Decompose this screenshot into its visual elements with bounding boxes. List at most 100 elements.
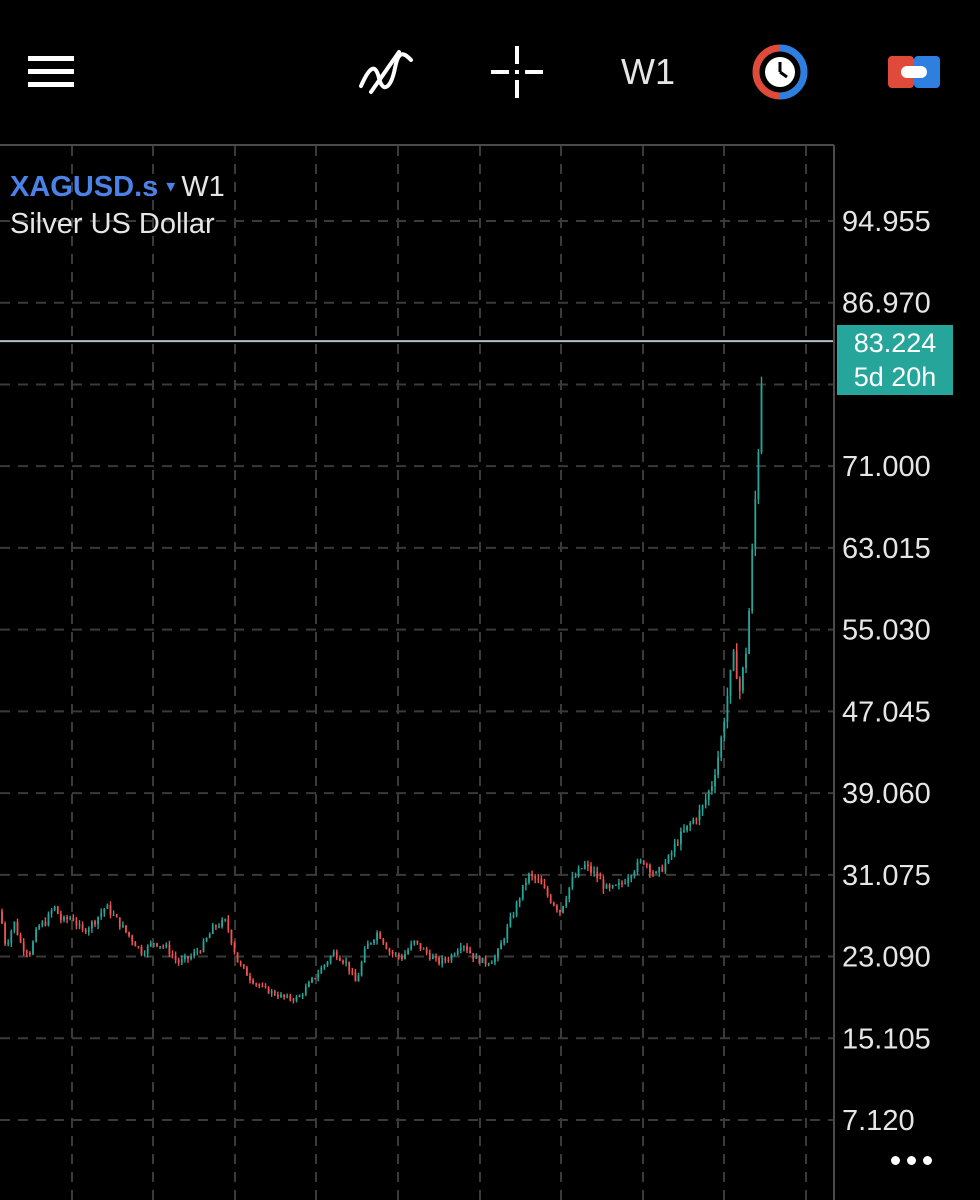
crosshair-button[interactable] <box>485 40 549 104</box>
candle-body <box>596 871 599 879</box>
candle-body <box>354 972 357 982</box>
indicators-button[interactable] <box>350 40 420 104</box>
candle-body <box>149 943 152 946</box>
candle-body <box>258 984 261 986</box>
candle-body <box>215 925 217 927</box>
symbol-name[interactable]: XAGUSD.s <box>10 171 159 203</box>
candle-body <box>103 908 106 913</box>
candle-body <box>757 452 760 500</box>
candle-body <box>156 943 158 947</box>
candle-body <box>329 956 332 962</box>
candle-body <box>19 934 22 943</box>
candle-body <box>602 879 605 889</box>
candle-body <box>469 950 471 954</box>
candle-body <box>599 878 602 880</box>
candle-body <box>664 862 667 872</box>
chart-grid <box>0 146 833 1200</box>
candle-body <box>487 963 490 965</box>
candle-body <box>190 956 192 959</box>
candle-body <box>339 958 341 961</box>
candle-body <box>472 953 475 959</box>
candle-body <box>162 946 165 948</box>
candle-body <box>242 964 245 968</box>
candle-body <box>481 957 484 964</box>
candle-body <box>661 867 664 872</box>
candles <box>1 376 763 1004</box>
candle-body <box>193 952 196 957</box>
current-price-value: 83.224 <box>853 328 937 358</box>
more-icon <box>906 1155 916 1165</box>
candle-body <box>125 925 127 932</box>
candle-body <box>760 385 763 453</box>
candle-body <box>63 917 65 921</box>
candle-body <box>118 917 121 928</box>
candle-body <box>308 982 310 987</box>
candle-body <box>401 956 403 960</box>
session-clock-button[interactable] <box>748 40 812 104</box>
candle-body <box>568 887 571 900</box>
candle-body <box>255 983 258 985</box>
candle-body <box>388 948 391 953</box>
symbol-dropdown-icon[interactable]: ▾ <box>166 176 176 196</box>
candle-body <box>438 957 440 964</box>
price-axis-label: 39.060 <box>842 778 931 810</box>
candle-body <box>587 864 589 866</box>
candle-body <box>726 696 729 722</box>
candle-body <box>559 910 561 913</box>
candle-body <box>453 954 456 956</box>
candle-body <box>404 953 406 960</box>
candle-body <box>574 876 577 878</box>
candle-body <box>360 962 363 976</box>
candle-body <box>667 855 670 863</box>
candle-body <box>311 978 313 983</box>
candle-body <box>35 929 37 942</box>
candle-body <box>670 852 673 856</box>
candle-body <box>422 948 425 950</box>
candle-body <box>441 958 444 964</box>
candle-body <box>686 825 688 831</box>
candle-body <box>1 911 3 924</box>
trade-button[interactable] <box>882 40 946 104</box>
candle-body <box>66 917 68 920</box>
candle-body <box>618 883 620 885</box>
candle-body <box>543 884 546 889</box>
candle-body <box>639 860 642 862</box>
candle-body <box>134 941 137 947</box>
candle-body <box>84 929 87 933</box>
candle-body <box>137 946 140 948</box>
candle-body <box>645 864 648 866</box>
price-axis-label: 15.105 <box>842 1023 931 1055</box>
candle-body <box>636 861 639 872</box>
candle-body <box>357 975 360 982</box>
candle-body <box>466 946 468 951</box>
timeframe-button[interactable]: W1 <box>610 40 686 104</box>
candle-body <box>348 961 351 972</box>
candle-body <box>413 940 416 944</box>
candle-body <box>419 943 422 950</box>
candle-body <box>614 884 617 886</box>
candle-body <box>53 906 56 911</box>
more-button[interactable] <box>876 1140 946 1180</box>
candle-body <box>174 955 177 960</box>
candle-body <box>233 943 236 953</box>
menu-button[interactable] <box>20 40 84 104</box>
candle-body <box>249 975 251 981</box>
candle-body <box>143 953 146 955</box>
candle-body <box>546 888 549 896</box>
candle-body <box>484 957 487 965</box>
candle-body <box>342 960 344 963</box>
candle-body <box>332 951 335 957</box>
candle-body <box>13 921 16 931</box>
price-axis-label: 31.075 <box>842 860 931 892</box>
candle-body <box>286 995 289 998</box>
candle-body <box>100 912 103 917</box>
candle-body <box>25 951 28 953</box>
candle-body <box>611 885 614 888</box>
candle-body <box>742 667 744 691</box>
candle-body <box>673 843 676 853</box>
candle-body <box>425 948 428 953</box>
candle-body <box>751 549 754 611</box>
price-axis[interactable]: 94.955 86.970 71.000 63.015 55.030 47.045 39.0… <box>842 206 931 1137</box>
